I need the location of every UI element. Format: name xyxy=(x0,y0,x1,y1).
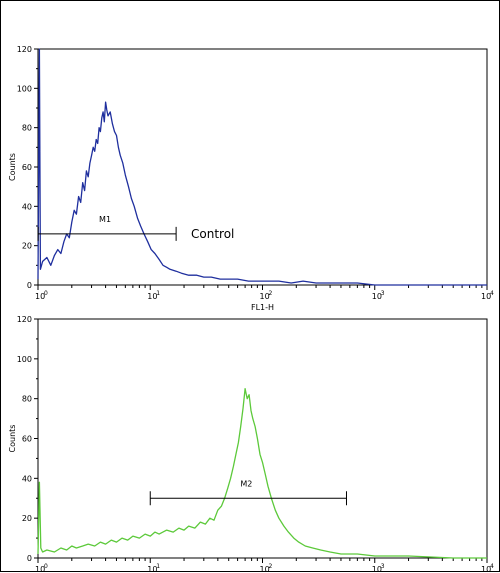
plot-frame xyxy=(37,48,488,286)
x-tick-exponent: 2 xyxy=(269,563,273,570)
y-tick-label: 60 xyxy=(22,163,32,172)
y-tick-label: 0 xyxy=(27,554,32,563)
y-tick-label: 20 xyxy=(22,242,32,251)
x-tick-exponent: 3 xyxy=(381,290,385,297)
plot-frame xyxy=(37,318,488,559)
x-tick-exponent: 4 xyxy=(490,563,494,570)
y-tick-label: 80 xyxy=(22,395,32,404)
x-tick-exponent: 3 xyxy=(381,563,385,570)
x-tick-exponent: 1 xyxy=(156,563,160,570)
x-tick-exponent: 1 xyxy=(156,290,160,297)
x-tick-exponent: 2 xyxy=(269,290,273,297)
x-tick-label: 10 xyxy=(35,292,45,301)
x-tick-label: 10 xyxy=(147,565,157,573)
y-tick-label: 0 xyxy=(27,281,32,290)
x-tick-label: 10 xyxy=(481,292,491,301)
x-axis-label: FL1-H xyxy=(251,303,274,312)
x-tick-exponent: 0 xyxy=(44,290,48,297)
y-tick-label: 80 xyxy=(22,124,32,133)
histogram-trace xyxy=(37,48,487,286)
y-tick-label: 100 xyxy=(17,355,32,364)
y-axis-label: Counts xyxy=(8,153,17,181)
x-tick-label: 10 xyxy=(260,292,270,301)
y-tick-label: 100 xyxy=(17,84,32,93)
y-tick-label: 20 xyxy=(22,514,32,523)
x-tick-label: 10 xyxy=(147,292,157,301)
annotation-label: Control xyxy=(191,227,234,241)
x-tick-label: 10 xyxy=(372,565,382,573)
y-tick-label: 40 xyxy=(22,202,32,211)
x-tick-exponent: 0 xyxy=(44,563,48,570)
y-tick-label: 60 xyxy=(22,435,32,444)
y-tick-label: 120 xyxy=(17,315,32,324)
x-tick-label: 10 xyxy=(372,292,382,301)
x-tick-label: 10 xyxy=(35,565,45,573)
x-tick-label: 10 xyxy=(481,565,491,573)
y-axis-label: Counts xyxy=(8,425,17,453)
marker-label: M1 xyxy=(99,215,111,224)
histogram-trace xyxy=(37,388,487,559)
y-tick-label: 40 xyxy=(22,474,32,483)
x-tick-exponent: 4 xyxy=(490,290,494,297)
x-tick-label: 10 xyxy=(260,565,270,573)
y-tick-label: 120 xyxy=(17,45,32,54)
marker-label: M2 xyxy=(240,479,252,488)
